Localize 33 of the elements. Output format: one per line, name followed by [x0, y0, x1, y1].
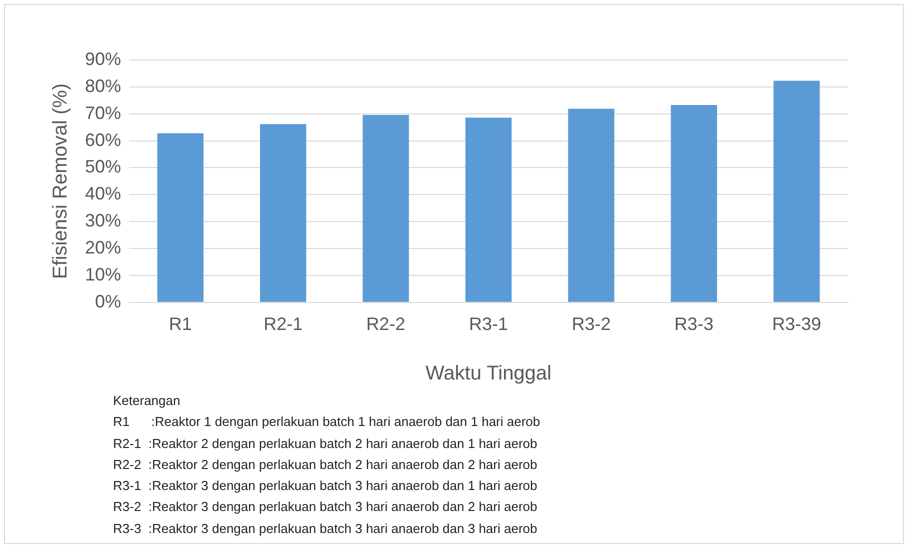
y-axis-title: Efisiensi Removal (%)	[50, 83, 72, 280]
x-tick-label: R3-39	[772, 314, 822, 334]
x-tick-label: R3-3	[674, 314, 714, 334]
text: R3-1 :Reaktor 3 dengan perlakuan batch 3 hari anaerob dan 1 hari aerob	[113, 477, 538, 496]
bar	[157, 133, 204, 302]
x-tick-label: R3-2	[572, 314, 611, 334]
y-tick-label: 40%	[84, 184, 122, 204]
text: R3-2 :Reaktor 3 dengan perlakuan batch 3 hari anaerob dan 2 hari aerob	[113, 498, 538, 516]
x-tick-label: R1	[168, 314, 192, 334]
x-axis-title: Waktu Tinggal	[426, 362, 552, 385]
bar	[670, 104, 718, 302]
y-tick-label: 0%	[95, 291, 122, 312]
bar	[260, 124, 306, 302]
y-tick-label: 60%	[84, 130, 122, 150]
text: R2-1 :Reaktor 2 dengan perlakuan batch 2 hari anaerob dan 1 hari aerob	[113, 434, 538, 453]
bar	[774, 80, 820, 302]
bar	[568, 108, 614, 302]
bar	[362, 114, 409, 302]
x-tick-label: R3-1	[469, 314, 508, 334]
text: R2-2 :Reaktor 2 dengan perlakuan batch 2 hari anaerob dan 2 hari aerob	[113, 456, 538, 474]
y-tick-label: 30%	[84, 210, 122, 231]
text: R3-3 :Reaktor 3 dengan perlakuan batch 3 hari anaerob dan 3 hari aerob	[113, 520, 538, 538]
y-tick-label: 80%	[84, 76, 122, 96]
text: Keterangan	[113, 392, 182, 410]
x-tick-label: R2-2	[366, 314, 406, 334]
y-tick-label: 70%	[84, 102, 122, 123]
y-tick-label: 10%	[84, 264, 122, 284]
text: R1 :Reaktor 1 dengan perlakuan batch 1 hari anaerob dan 1 hari aerob	[113, 413, 540, 432]
bar	[465, 118, 512, 302]
y-tick-label: 50%	[84, 156, 122, 177]
y-tick-label: 20%	[84, 238, 122, 258]
x-tick-label: R2-1	[264, 314, 303, 334]
y-tick-label: 90%	[84, 48, 122, 69]
